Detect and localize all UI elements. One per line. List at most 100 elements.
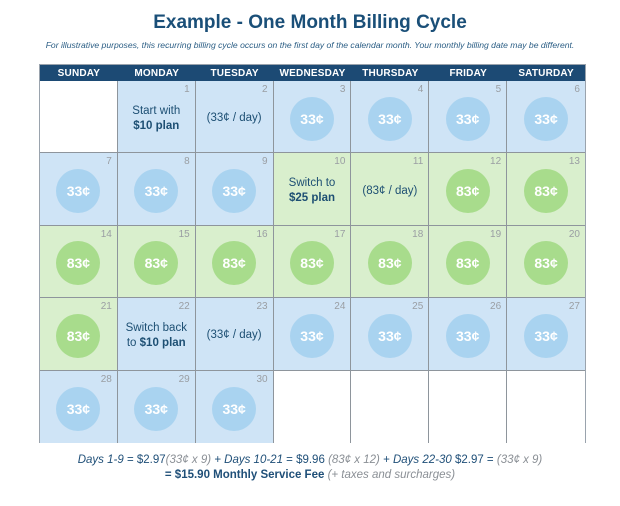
day-number: 14 <box>100 228 112 240</box>
daily-rate-badge: 83¢ <box>56 241 101 286</box>
day-number: 26 <box>490 301 502 313</box>
plan-note-line1: (33¢ / day) <box>206 112 262 125</box>
day-cell-3: 3 33¢ <box>273 81 352 154</box>
plan-note-line1: (33¢ / day) <box>206 329 262 342</box>
day-number: 30 <box>256 373 268 385</box>
daily-rate-badge: 33¢ <box>134 386 179 431</box>
day-number: 22 <box>178 301 190 313</box>
segment3-value: $2.97 = <box>451 454 497 466</box>
plan-note: (33¢ / day) <box>196 81 273 152</box>
daily-rate-badge: 83¢ <box>289 241 334 286</box>
day-cell-23: 23 (33¢ / day) <box>195 298 274 371</box>
day-cell-7: 7 33¢ <box>40 153 118 226</box>
day-number: 28 <box>100 373 112 385</box>
segment1-calc: (33¢ x 9) <box>165 454 212 466</box>
day-number: 3 <box>339 84 346 95</box>
segment1-label: Days 1-9 <box>77 454 124 466</box>
day-number: 9 <box>262 156 268 168</box>
page-subtitle: For illustrative purposes, this recurrin… <box>45 40 575 50</box>
plan-note: Start with $10 plan <box>118 81 195 152</box>
empty-cell <box>351 370 430 443</box>
plan-note: Switch back to $10 plan <box>118 298 195 369</box>
total-fee: = $15.90 Monthly Service Fee <box>164 469 325 481</box>
daily-rate-badge: 83¢ <box>367 241 412 286</box>
segment3-calc: (33¢ x 9) <box>496 454 543 466</box>
plan-note-line1: (83¢ / day) <box>362 184 418 197</box>
weekday-sunday: SUNDAY <box>57 67 101 79</box>
plan-note-line2: $10 plan <box>133 119 179 134</box>
day-number: 23 <box>256 301 268 313</box>
day-cell-20: 20 83¢ <box>507 225 585 299</box>
day-cell-11: 11 (83¢ / day) <box>351 153 430 226</box>
plan-name: $10 plan <box>139 336 186 349</box>
day-cell-2: 2 (33¢ / day) <box>195 81 274 154</box>
day-cell-16: 16 83¢ <box>195 225 274 299</box>
daily-rate-badge: 83¢ <box>524 241 569 286</box>
daily-rate-badge: 33¢ <box>445 96 490 141</box>
day-number: 6 <box>574 84 580 95</box>
daily-rate-badge: 33¢ <box>289 96 334 141</box>
day-cell-21: 21 83¢ <box>40 298 118 371</box>
day-cell-14: 14 83¢ <box>40 225 118 299</box>
total-note: (+ taxes and surcharges) <box>324 469 456 481</box>
empty-cell <box>273 370 352 443</box>
daily-rate-badge: 33¢ <box>56 169 101 214</box>
daily-rate-badge: 33¢ <box>212 386 257 431</box>
daily-rate-badge: 33¢ <box>289 313 334 358</box>
day-number: 7 <box>106 156 112 168</box>
daily-rate-badge: 33¢ <box>524 96 569 141</box>
day-cell-24: 24 33¢ <box>273 298 352 371</box>
day-cell-19: 19 83¢ <box>429 225 508 299</box>
daily-rate-badge: 83¢ <box>445 241 490 286</box>
day-number: 12 <box>490 156 502 168</box>
segment2-label: + Days 10-21 <box>211 454 283 466</box>
day-number: 29 <box>178 373 190 385</box>
day-number: 19 <box>490 228 502 240</box>
day-number: 8 <box>184 156 190 168</box>
plan-note-line2: to $10 plan <box>127 336 186 351</box>
day-cell-17: 17 83¢ <box>273 225 352 299</box>
day-cell-10: 10 Switch to $25 plan <box>273 153 352 226</box>
plan-note-line2: $25 plan <box>289 191 335 206</box>
day-cell-1: 1 Start with $10 plan <box>117 81 196 154</box>
daily-rate-badge: 33¢ <box>367 313 412 358</box>
daily-rate-badge: 83¢ <box>212 241 257 286</box>
daily-rate-badge: 33¢ <box>367 96 412 141</box>
day-cell-9: 9 33¢ <box>195 153 274 226</box>
day-cell-8: 8 33¢ <box>117 153 196 226</box>
day-cell-13: 13 83¢ <box>507 153 585 226</box>
calendar-grid: 1 Start with $10 plan 2 (33¢ / day) 3 33¢ 4 33¢ 5… <box>40 81 585 443</box>
plan-name: $10 plan <box>133 119 180 132</box>
day-cell-22: 22 Switch back to $10 plan <box>117 298 196 371</box>
day-cell-26: 26 33¢ <box>429 298 508 371</box>
daily-rate-badge: 83¢ <box>524 169 569 214</box>
daily-rate-badge: 83¢ <box>56 313 101 358</box>
day-number: 25 <box>412 301 424 313</box>
day-cell-25: 25 33¢ <box>351 298 430 371</box>
day-number: 24 <box>334 301 346 313</box>
weekday-monday: MONDAY <box>134 67 180 79</box>
day-cell-18: 18 83¢ <box>351 225 430 299</box>
day-cell-27: 27 33¢ <box>507 298 585 371</box>
day-number: 11 <box>412 156 424 168</box>
weekday-friday: FRIDAY <box>449 67 487 79</box>
day-number: 2 <box>262 84 268 95</box>
day-cell-30: 30 33¢ <box>195 370 274 443</box>
cost-breakdown: Days 1-9 = $2.97(33¢ x 9) + Days 10-21 =… <box>0 454 620 466</box>
weekday-header: SUNDAY MONDAY TUESDAY WEDNESDAY THURSDAY FRID… <box>40 65 585 81</box>
day-cell-12: 12 83¢ <box>429 153 508 226</box>
plan-note: (83¢ / day) <box>351 153 428 224</box>
empty-cell <box>429 370 508 443</box>
daily-rate-badge: 83¢ <box>445 169 490 214</box>
weekday-saturday: SATURDAY <box>518 67 574 79</box>
day-number: 17 <box>334 228 346 240</box>
plan-note: (33¢ / day) <box>196 298 273 369</box>
day-cell-6: 6 33¢ <box>507 81 585 154</box>
day-number: 21 <box>100 301 112 313</box>
segment2-calc: (83¢ x 12) <box>328 454 380 466</box>
daily-rate-badge: 33¢ <box>212 169 257 214</box>
day-cell-29: 29 33¢ <box>117 370 196 443</box>
billing-calendar: SUNDAY MONDAY TUESDAY WEDNESDAY THURSDAY FRID… <box>39 64 586 443</box>
plan-note-line1: Start with <box>132 104 181 117</box>
day-number: 5 <box>495 84 502 95</box>
